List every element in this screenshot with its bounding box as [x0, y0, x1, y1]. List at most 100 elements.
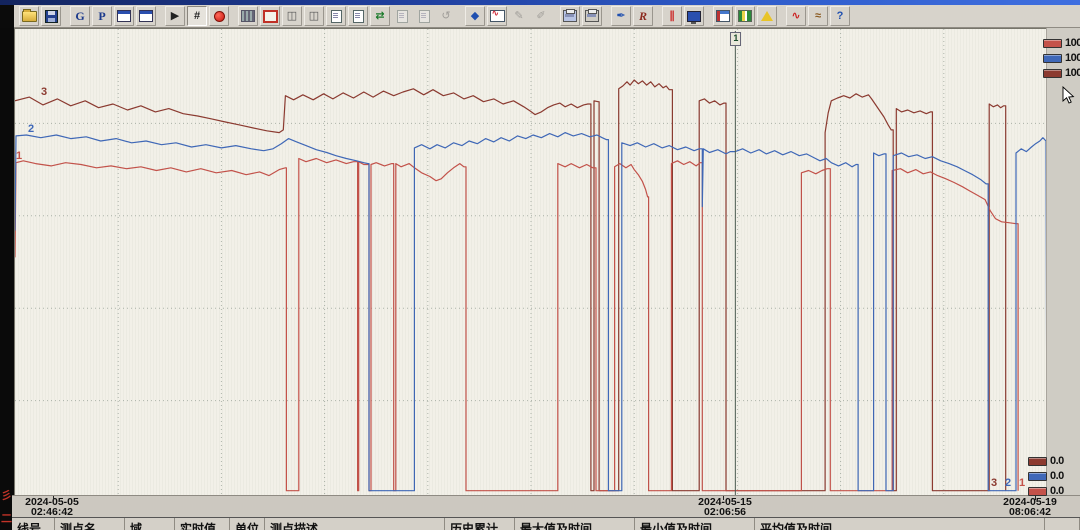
column-header-测点名: 测点名 [55, 518, 125, 530]
region-select-button[interactable] [260, 6, 280, 26]
annotate-button[interactable]: ✐ [531, 6, 551, 26]
split-left-button[interactable]: ◫ [282, 6, 302, 26]
legend-color-swatch [1028, 471, 1047, 481]
title-bar [0, 0, 1080, 5]
doc-prev-button[interactable] [392, 6, 412, 26]
axis-time: 02:46:42 [30, 506, 74, 518]
column-header-历史累计: 历史累计 [445, 518, 515, 530]
screen-edge-artifact: 二 [1, 513, 12, 525]
window-icon [117, 10, 131, 22]
trend-line-icon: ∿ [791, 9, 801, 22]
legend-color-swatch [1043, 38, 1062, 48]
diamond-icon: ◆ [470, 9, 480, 22]
legend-color-swatch [1043, 53, 1062, 63]
pause-button[interactable]: ∥ [662, 6, 682, 26]
swap-curves-button[interactable]: ⇄ [370, 6, 390, 26]
axis-time: 08:06:42 [1008, 506, 1052, 518]
trend-curve-1 [15, 157, 1019, 492]
doc-next-button[interactable] [414, 6, 434, 26]
print-button[interactable] [582, 6, 602, 26]
axis-date: 2024-05-15 [698, 496, 752, 508]
column-header-线号: 线号 [12, 518, 55, 530]
doc-prev-icon [396, 9, 408, 23]
page-forward-icon [352, 9, 364, 23]
legend-color-swatch [1028, 486, 1047, 496]
legend-scale-value: 0.0 [1050, 455, 1064, 467]
trend-button[interactable]: ∿ [786, 6, 806, 26]
global-config-button[interactable]: G [70, 6, 90, 26]
record-button[interactable] [209, 6, 229, 26]
bar-view-icon [738, 10, 752, 22]
page-forward-button[interactable] [348, 6, 368, 26]
trend-curve-3 [15, 79, 1007, 492]
curve-view-button[interactable] [487, 6, 507, 26]
window-list-icon [139, 10, 153, 22]
pen3-min-legend-item: 0.0 [1028, 455, 1064, 467]
axis-tick [1035, 496, 1036, 500]
blend-icon [241, 10, 255, 22]
legend-scale-value: 0.0 [1050, 485, 1064, 497]
legend-color-swatch [1028, 456, 1047, 466]
printer-icon [585, 9, 599, 22]
print-preview-button[interactable] [560, 6, 580, 26]
grid-toggle-button[interactable]: # [187, 6, 207, 26]
curve-number-label: 2 [28, 123, 35, 135]
play-button[interactable]: ▶ [165, 6, 185, 26]
split-left-icon: ◫ [286, 9, 298, 22]
axis-timestamp: 2024-05-19 08:06:42 [982, 497, 1078, 518]
play-icon: ▶ [170, 9, 180, 22]
refresh-icon: ↺ [441, 9, 451, 22]
pen-button[interactable]: ✒ [611, 6, 631, 26]
pen1-max-legend-item: 100.0 [1043, 37, 1080, 49]
alarm-triangle-icon [761, 11, 773, 21]
display-button[interactable] [684, 6, 704, 26]
axis-date: 2024-05-05 [25, 496, 79, 508]
new-window-button[interactable] [114, 6, 134, 26]
toolbar: GP ▶ # ◫ ◫ ⇄ ↺ ◆ ✎ ✐ ✒ R ∥ ∿ ≈? [14, 5, 1080, 28]
axis-tick [723, 496, 724, 500]
pen3-max-legend-item: 100.0 [1043, 67, 1080, 79]
legend-scale-value: 100.0 [1065, 67, 1080, 79]
save-button[interactable] [41, 6, 61, 26]
data-table-icon [716, 10, 730, 22]
page-back-button[interactable] [326, 6, 346, 26]
column-header-最小值及时间: 最小值及时间 [635, 518, 755, 530]
record-icon [213, 10, 225, 22]
axis-timestamp: 2024-05-05 02:46:42 [4, 496, 100, 518]
curve-number-label: 3 [41, 86, 48, 98]
edit-button[interactable]: ✎ [509, 6, 529, 26]
pen-icon: ✒ [616, 9, 626, 22]
data-table-button[interactable] [713, 6, 733, 26]
curve-chart-icon [489, 8, 505, 22]
annotate-icon: ✐ [536, 9, 546, 22]
column-header-实时值: 实时值 [175, 518, 230, 530]
point-config-icon: P [98, 8, 106, 23]
curve-number-label: 3 [991, 477, 998, 489]
time-cursor-flag[interactable]: 1 [730, 32, 742, 46]
blend-mode-button[interactable] [238, 6, 258, 26]
curve-number-label: 1 [16, 150, 23, 162]
screen-edge-artifact: 彡 [1, 490, 12, 502]
swap-icon: ⇄ [375, 9, 385, 22]
open-button[interactable] [19, 6, 39, 26]
pencil-icon: ✎ [514, 9, 524, 22]
help-button[interactable]: ? [830, 6, 850, 26]
report-button[interactable]: ≈ [808, 6, 828, 26]
bar-view-button[interactable] [735, 6, 755, 26]
column-header-测点描述: 测点描述 [265, 518, 445, 530]
window-list-button[interactable] [136, 6, 156, 26]
pen2-min-legend-item: 0.0 [1028, 470, 1064, 482]
split-right-button[interactable]: ◫ [304, 6, 324, 26]
curve-number-label: 2 [1005, 477, 1012, 489]
alarm-button[interactable] [757, 6, 777, 26]
marker-button[interactable]: ◆ [465, 6, 485, 26]
region-select-icon [262, 9, 278, 23]
time-axis-strip: 2024-05-05 02:46:42 2024-05-15 02:06:56 2024… [12, 495, 1080, 518]
axis-tick [53, 496, 54, 500]
point-config-button[interactable]: P [92, 6, 112, 26]
save-icon [44, 9, 58, 23]
refresh-button[interactable]: ↺ [436, 6, 456, 26]
font-button[interactable]: R [633, 6, 653, 26]
